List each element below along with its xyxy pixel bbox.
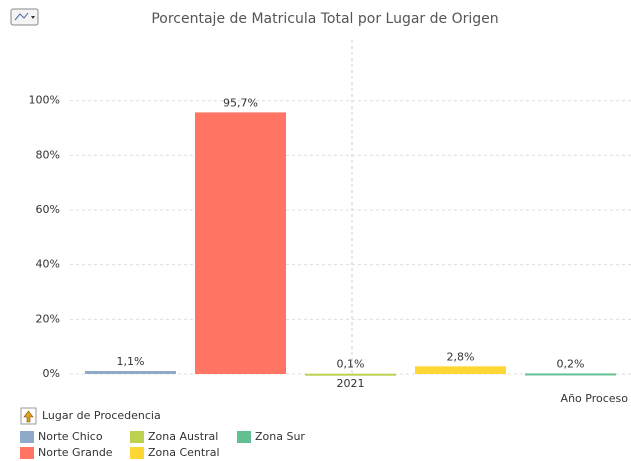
y-tick-label: 100% bbox=[29, 94, 60, 107]
legend-swatch bbox=[20, 447, 34, 459]
data-label: 2,8% bbox=[447, 350, 475, 363]
bar bbox=[415, 366, 506, 374]
y-tick-label: 0% bbox=[43, 367, 60, 380]
data-label: 0,2% bbox=[557, 357, 585, 370]
legend-label: Norte Grande bbox=[38, 446, 113, 459]
data-label: 1,1% bbox=[117, 355, 145, 368]
bar bbox=[85, 370, 176, 374]
legend-label: Norte Chico bbox=[38, 430, 103, 443]
bar bbox=[195, 112, 286, 375]
legend-label: Zona Austral bbox=[148, 430, 218, 443]
data-label: 0,1% bbox=[337, 358, 365, 371]
legend-swatch bbox=[20, 431, 34, 443]
chart-menu-icon[interactable] bbox=[10, 8, 39, 26]
y-tick-label: 80% bbox=[36, 148, 60, 161]
legend-swatch bbox=[130, 431, 144, 443]
legend-label: Zona Central bbox=[148, 446, 220, 459]
x-axis-label: Año Proceso bbox=[561, 392, 629, 405]
legend-swatch bbox=[237, 431, 251, 443]
y-tick-label: 20% bbox=[36, 312, 60, 325]
legend-label: Zona Sur bbox=[255, 430, 305, 443]
bar bbox=[305, 373, 396, 376]
legend-icon[interactable] bbox=[20, 407, 37, 425]
legend-swatch bbox=[130, 447, 144, 459]
chart-title: Porcentaje de Matricula Total por Lugar … bbox=[151, 11, 498, 27]
y-tick-label: 60% bbox=[36, 203, 60, 216]
y-tick-label: 40% bbox=[36, 258, 60, 271]
x-tick-label: 2021 bbox=[337, 377, 365, 390]
legend-title: Lugar de Procedencia bbox=[42, 409, 161, 422]
data-label: 95,7% bbox=[223, 96, 258, 109]
bar bbox=[525, 373, 616, 376]
